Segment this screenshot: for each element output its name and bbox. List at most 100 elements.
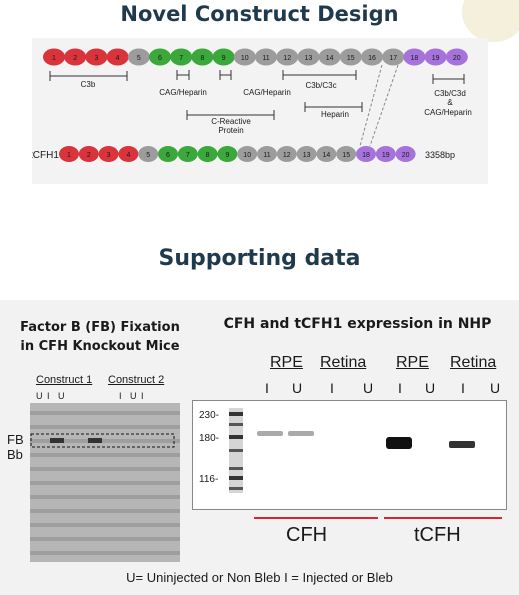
domain-bead [170,48,193,66]
capillary-western-panel: 230- 180- 116- [192,400,507,510]
domain-bead [212,48,235,66]
c3bc3d-bracket [432,74,465,84]
blot-band [30,551,180,555]
crp-label-2: Protein [218,126,243,135]
construct-diagram: 1 2 3 4 5 6 7 8 9 10 11 12 13 14 15 16 17 18 19 20 tCFH1 1 2 3 4… [32,38,488,184]
domain-bead [191,48,214,66]
page-title: Novel Construct Design [120,2,399,26]
cfh-label: CFH [286,524,328,546]
domain-number: 7 [179,55,183,62]
domain-number: 9 [225,152,229,159]
c3b-bracket [49,71,128,81]
domain-number: 12 [283,152,291,159]
domain-bead [296,146,317,162]
group-retina-1: Retina [320,354,367,371]
domain-number: 20 [402,152,410,159]
crp-bracket [186,110,275,120]
domain-number: 7 [186,152,190,159]
marker-label: 230- [199,410,219,421]
fb-band-dark [88,438,102,443]
domain-number: 10 [243,152,251,159]
marker-label: 116- [199,474,218,485]
domain-bead [276,48,299,66]
fb-band-dark [50,438,64,443]
fb-title-line2: in CFH Knockout Mice [20,339,180,354]
domain-number: 3 [107,152,111,159]
domain-number: 18 [362,152,370,159]
blot-lane-label: I [141,391,144,401]
blot-band [30,481,180,485]
blot-band [30,523,180,527]
domain-bead [255,48,277,66]
tcfh-label: tCFH [414,524,461,546]
domain-bead [59,146,79,162]
domain-number: 4 [126,152,130,159]
domain-bead [318,48,341,66]
domain-bead [361,48,383,66]
fb-panel-title: Factor B (FB) Fixation in CFH Knockout M… [10,318,190,356]
domain-number: 2 [87,152,91,159]
blot-band [30,439,180,443]
domain-number: 3 [94,55,98,62]
domain-bead [316,146,337,162]
nhp-panel-title: CFH and tCFH1 expression in NHP [223,316,492,332]
domain-number: 16 [368,55,376,62]
heparin-bracket [304,102,363,112]
deletion-dash-right [369,64,399,147]
lane-label: I [330,380,334,396]
heparin-label: Heparin [321,110,349,119]
blot-band [30,537,180,541]
domain-bead [158,146,178,162]
domain-bead [237,146,258,162]
domain-number: 1 [52,55,56,62]
crp-label-1: C-Reactive [211,117,251,126]
tcfh-band [386,437,412,449]
c3bc3d-label-1: C3b/C3d [434,89,466,98]
ladder-band [229,423,243,426]
domain-bead [445,48,468,66]
c3bc3c-bracket [282,70,357,80]
domain-bead [424,48,447,66]
ladder-band [229,476,243,480]
domain-number: 12 [283,55,291,62]
legend-footnote: U= Uninjected or Non Bleb I = Injected o… [126,570,393,585]
deletion-dash-left [359,64,383,147]
lane-label: I [265,380,269,396]
c3b-label: C3b [81,80,96,89]
domain-bead [64,48,87,66]
domain-number: 5 [146,152,150,159]
cag1-label: CAG/Heparin [159,88,207,97]
domain-bead [149,48,171,66]
domain-number: 13 [305,55,313,62]
domain-bead [276,146,297,162]
cag1-bracket [176,70,190,80]
cag2-label: CAG/Heparin [243,88,291,97]
domain-number: 5 [137,55,141,62]
domain-bead [197,146,218,162]
domain-bead [217,146,238,162]
blot-band [30,425,180,429]
c3bc3c-label: C3b/C3c [305,81,336,90]
domain-bead [118,146,139,162]
blot-lane-label: U [58,391,65,401]
domain-number: 20 [453,55,461,62]
domain-number: 15 [347,55,355,62]
domain-bead [257,146,277,162]
ladder-band [229,435,243,439]
domain-bead [375,146,396,162]
blot-lane-label: U [36,391,43,401]
ladder-band [229,467,243,470]
blot-lane-label: I [119,391,122,401]
blot-band [30,509,180,513]
construct-size: 3358bp [425,150,455,160]
blot-band [30,453,180,457]
lane-label: U [292,380,303,396]
domain-number: 17 [389,55,397,62]
blot-lane-label: U [130,391,137,401]
domain-bead [297,48,320,66]
domain-number: 6 [158,55,162,62]
domain-bead [43,48,65,66]
domain-number: 14 [323,152,331,159]
